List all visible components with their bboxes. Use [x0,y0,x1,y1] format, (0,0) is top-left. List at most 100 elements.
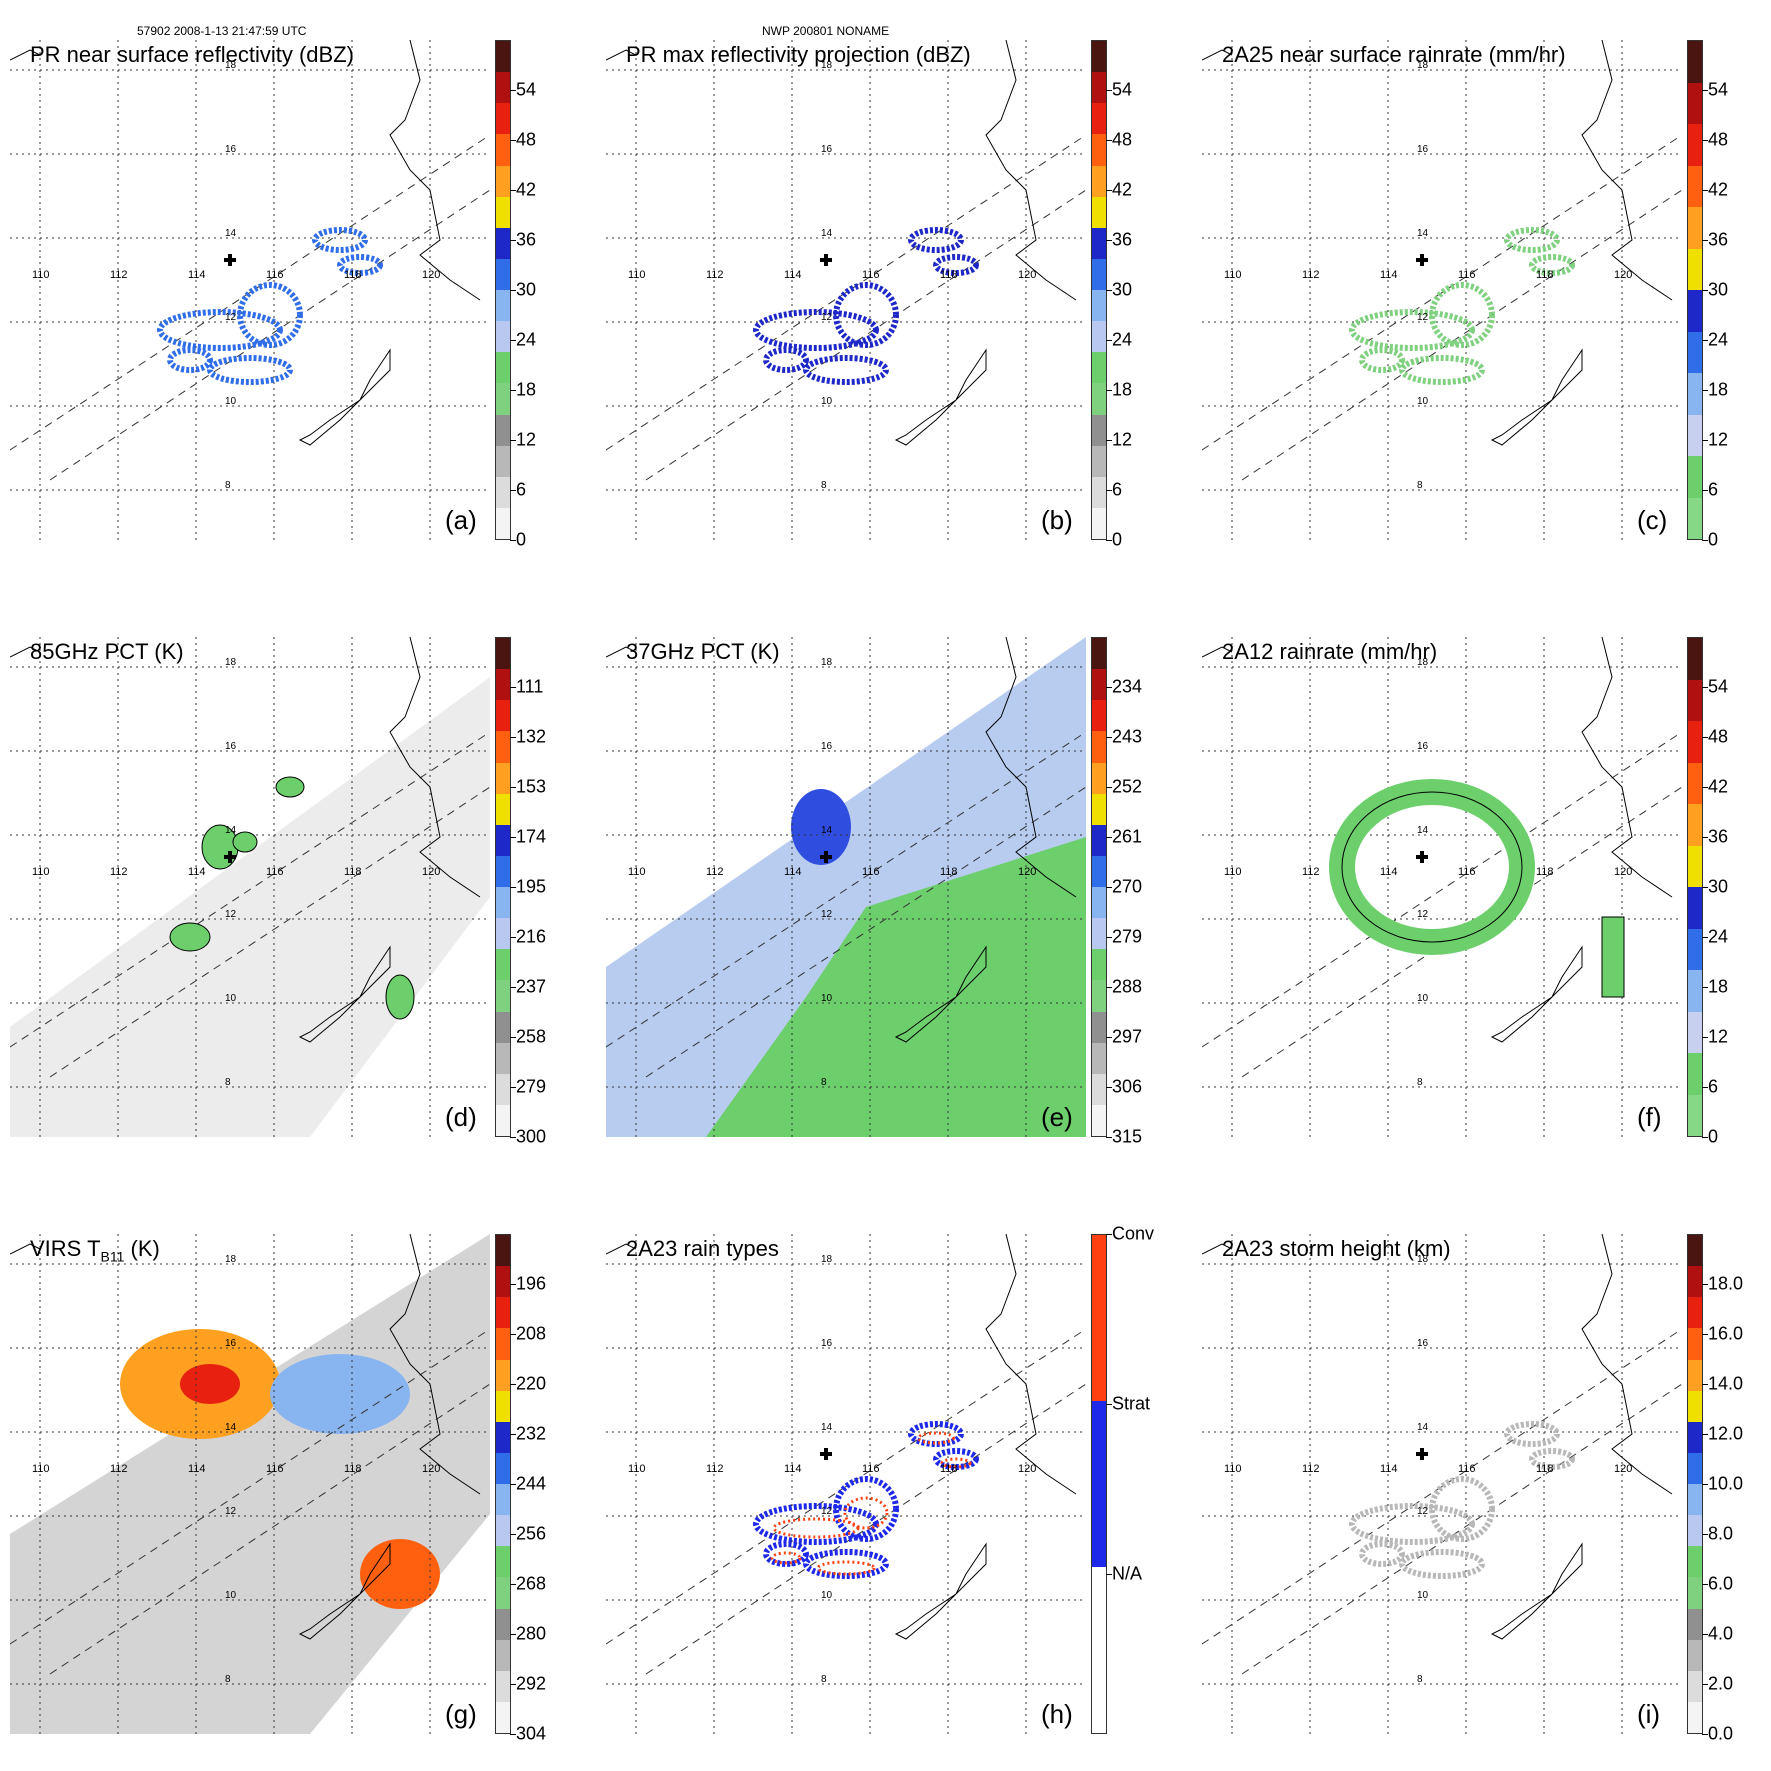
colorbar-tick-mark [1702,540,1708,541]
colorbar-tick-mark [1702,737,1708,738]
colorbar-tick-mark [1702,140,1708,141]
colorbar-segment [496,762,510,794]
lat-label-14: 14 [225,228,237,239]
rain-echo [1429,282,1495,348]
coastline-palawan [298,1542,391,1640]
swath-edge-line [645,786,1086,1078]
colorbar-segment [496,949,510,981]
colorbar-segment [1092,980,1106,1012]
colorbar-tick-mark [1106,687,1112,688]
colorbar-tick-label: 0 [1708,529,1719,550]
colorbar-tick-mark [1106,440,1112,441]
colorbar-tick-mark [1702,1634,1708,1635]
colorbar-tick-label: 0 [516,529,527,550]
storm-center-marker [224,254,236,266]
colorbar-tick-label: 42 [516,179,537,200]
lon-label-114: 114 [1380,269,1398,281]
colorbar-segment [1092,1567,1106,1733]
lat-label-12: 12 [1417,312,1429,323]
colorbar-tick-label: 24 [516,329,537,350]
map-canvas: 110 112 114 116 118 120 18 16 14 12 10 8 [606,637,1086,1137]
map-area: 110 112 114 116 118 120 18 16 14 12 10 8 [10,637,490,1137]
colorbar-segment [496,321,510,353]
colorbar-tick-label: 297 [1112,1026,1143,1047]
lon-label-120: 120 [422,269,440,281]
colorbar-tick-mark [510,1137,516,1138]
colorbar-tick-label: 30 [1112,279,1133,300]
lat-label-14: 14 [821,1422,833,1433]
rain-echo [763,1541,809,1567]
colorbar-tick-mark [1702,1584,1708,1585]
colorbar-segment [496,352,510,384]
lon-label-120: 120 [1018,866,1036,878]
colorbar-segment [1092,638,1106,670]
colorbar-segment [1688,1297,1702,1329]
colorbar-tick-label: 6 [1112,479,1123,500]
map-canvas: 110 112 114 116 118 120 18 16 14 12 10 8 [1202,40,1682,540]
lon-label-116: 116 [1458,269,1476,281]
colorbar-segment [1688,1266,1702,1298]
colorbar-segment [496,445,510,477]
lon-label-114: 114 [188,269,206,281]
coastline-luzon [985,40,1077,301]
colorbar-tick-label: 18 [1708,976,1729,997]
colorbar-segment [1688,762,1702,804]
panel-letter: (f) [1637,1102,1662,1132]
colorbar-segment [1688,290,1702,332]
coastline-west [606,49,637,61]
rain-echo [1529,1448,1575,1470]
coastline-palawan [894,348,987,446]
colorbar [1091,637,1107,1137]
colorbar-segment [496,669,510,701]
lon-label-120: 120 [1614,1463,1632,1475]
colorbar-tick-mark [510,1434,516,1435]
colorbar [1091,1234,1107,1734]
lon-label-120: 120 [1018,269,1036,281]
convective-echo [940,1457,972,1469]
panel-letter: (a) [445,505,477,535]
colorbar-segment [1688,207,1702,249]
colorbar-tick-label: 12.0 [1708,1423,1744,1444]
rain-echo [1504,227,1560,253]
map-area: 110 112 114 116 118 120 18 16 14 12 10 8 [606,40,1086,540]
colorbar-segment [1092,445,1106,477]
lon-label-110: 110 [628,866,646,878]
colorbar-tick-label: 268 [516,1573,547,1594]
lat-label-18: 18 [821,60,833,71]
colorbar-segment [496,1328,510,1360]
lat-label-8: 8 [225,1674,231,1685]
colorbar-segment [1092,383,1106,415]
storm-center-marker [820,851,832,863]
coastline-palawan [298,348,391,446]
colorbar-tick-label: 300 [516,1126,547,1147]
storm-center-marker [1416,254,1428,266]
panel-letter: (e) [1041,1102,1073,1132]
colorbar-segment [1092,290,1106,322]
coastline-luzon [1581,40,1673,301]
colorbar-segment [496,507,510,539]
colorbar-segment [1688,41,1702,83]
colorbar-segment [1688,373,1702,415]
rain-echo [1529,254,1575,276]
colorbar-segment [496,1297,510,1329]
colorbar-tick-mark [510,540,516,541]
coastline-luzon [389,40,481,301]
colorbar-segment [496,196,510,228]
colorbar-segment [1092,949,1106,981]
lat-label-14: 14 [225,825,237,836]
colorbar-tick-label: 48 [516,129,537,150]
coastline-west [1202,49,1233,61]
lon-label-112: 112 [110,866,128,878]
lon-label-114: 114 [784,866,802,878]
rain-echo [1349,309,1475,351]
colorbar-tick-mark [510,440,516,441]
header-center: NWP 200801 NONAME [762,24,890,38]
colorbar-segment [1092,793,1106,825]
panel-title: PR near surface reflectivity (dBZ) [30,42,354,67]
coastline-palawan [298,945,391,1043]
colorbar-segment [1688,1452,1702,1484]
cold-core [791,789,851,865]
colorbar-tick-label: 12 [1708,1026,1729,1047]
colorbar-tick-label: 24 [1708,926,1729,947]
lon-label-110: 110 [1224,866,1242,878]
